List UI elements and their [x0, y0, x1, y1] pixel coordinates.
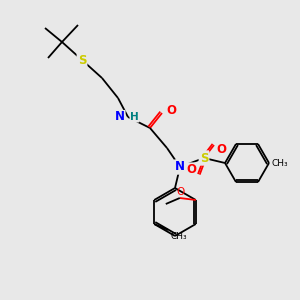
Text: N: N [175, 160, 185, 173]
Text: CH₃: CH₃ [170, 232, 187, 241]
Text: O: O [166, 104, 176, 118]
Text: H: H [130, 112, 139, 122]
Text: O: O [216, 143, 226, 156]
Text: N: N [115, 110, 125, 124]
Text: S: S [200, 152, 208, 164]
Text: O: O [186, 163, 196, 176]
Text: S: S [78, 53, 86, 67]
Text: CH₃: CH₃ [272, 158, 289, 167]
Text: O: O [177, 187, 185, 197]
